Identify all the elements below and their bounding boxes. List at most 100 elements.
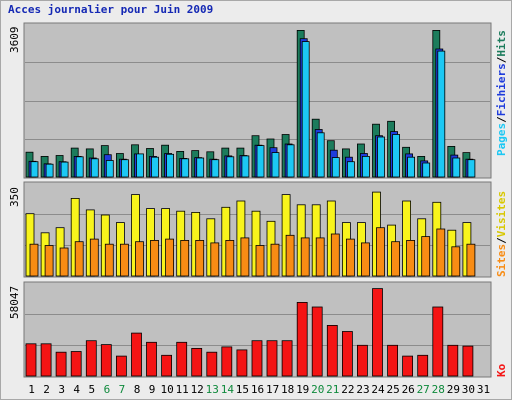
sites-bar-28	[436, 228, 446, 277]
sites-bar-29	[451, 246, 461, 277]
day-label-6: 6	[104, 383, 111, 396]
day-label-4: 4	[73, 383, 80, 396]
pages-bar-1	[30, 161, 39, 178]
pages-bar-6	[105, 160, 114, 178]
day-label-28: 28	[432, 383, 445, 396]
pages-bar-19	[301, 41, 310, 178]
chart-title: Acces journalier pour Juin 2009	[8, 3, 214, 16]
kb-max-label: 58047	[8, 286, 21, 319]
sites-bar-21	[330, 233, 340, 277]
pages-bar-15	[241, 155, 250, 178]
pages-bar-25	[392, 134, 401, 178]
sites-bar-30	[466, 243, 476, 277]
sites-bar-6	[104, 243, 114, 277]
day-label-18: 18	[281, 383, 294, 396]
day-label-14: 14	[221, 383, 235, 396]
kb-bar-26	[402, 355, 414, 377]
sites-bar-19	[300, 237, 310, 277]
kb-bar-5	[85, 340, 97, 377]
pages-bar-18	[286, 144, 295, 178]
hits-max-label: 3609	[8, 27, 21, 54]
pages-bar-27	[422, 162, 431, 178]
sites-bar-22	[345, 238, 355, 277]
kb-bar-12	[191, 347, 203, 377]
sites-bar-15	[240, 237, 250, 277]
visits-legend: Sites/Visites	[495, 191, 508, 277]
pages-bar-28	[437, 50, 446, 178]
kb-bar-19	[296, 301, 308, 377]
kb-bar-23	[356, 344, 368, 377]
sites-bar-7	[120, 243, 129, 277]
sites-bar-18	[285, 234, 295, 277]
day-label-7: 7	[119, 383, 126, 396]
day-label-22: 22	[341, 383, 354, 396]
kb-bar-16	[251, 340, 263, 377]
day-label-21: 21	[326, 383, 339, 396]
pages-bar-2	[45, 163, 54, 178]
legend-sep-2: /	[495, 56, 508, 63]
legend-pages: Pages	[495, 123, 508, 156]
kb-bar-20	[311, 306, 323, 377]
day-label-10: 10	[160, 383, 173, 396]
day-label-3: 3	[58, 383, 65, 396]
sites-bar-1	[29, 243, 39, 277]
kb-bar-22	[341, 331, 353, 377]
pages-bar-4	[75, 156, 84, 178]
day-label-24: 24	[371, 383, 385, 396]
legend-visits: Visites	[495, 191, 508, 237]
day-label-13: 13	[206, 383, 219, 396]
legend-kb: Ko	[495, 363, 508, 377]
kb-bar-4	[70, 351, 82, 377]
day-label-8: 8	[134, 383, 141, 396]
sites-bar-24	[376, 227, 385, 277]
legend-hits: Hits	[495, 30, 508, 57]
pages-bar-21	[331, 157, 340, 178]
pages-bar-5	[90, 158, 99, 178]
pages-bar-24	[377, 136, 385, 178]
pages-bar-23	[361, 155, 370, 178]
pages-bar-11	[181, 158, 190, 178]
sites-bar-14	[225, 239, 235, 277]
sites-bar-16	[255, 245, 265, 277]
kb-bar-8	[131, 332, 142, 377]
sites-bar-10	[165, 238, 175, 277]
pages-bar-7	[121, 159, 129, 178]
kb-bar-9	[146, 341, 157, 377]
sites-bar-17	[270, 243, 280, 277]
kb-bar-25	[387, 344, 399, 377]
day-label-15: 15	[236, 383, 249, 396]
sites-bar-2	[44, 245, 54, 277]
sites-bar-3	[59, 247, 69, 277]
pages-bar-17	[271, 152, 280, 178]
day-label-11: 11	[176, 383, 189, 396]
kb-bar-24	[372, 288, 383, 377]
day-label-19: 19	[296, 383, 309, 396]
kb-bar-21	[326, 324, 338, 377]
pages-bar-13	[211, 159, 220, 178]
kb-bar-3	[55, 351, 67, 377]
kb-bar-14	[221, 346, 233, 377]
day-label-23: 23	[356, 383, 369, 396]
kb-bar-18	[281, 340, 293, 377]
day-label-17: 17	[266, 383, 279, 396]
pages-bar-26	[407, 156, 416, 178]
pages-bar-20	[316, 132, 325, 178]
day-label-27: 27	[417, 383, 430, 396]
day-label-26: 26	[402, 383, 415, 396]
sites-bar-11	[180, 239, 190, 277]
day-label-31: 31	[477, 383, 490, 396]
pages-bar-8	[136, 153, 144, 178]
sites-bar-25	[391, 241, 401, 277]
pages-bar-9	[151, 156, 159, 178]
legend-files: Fichiers	[495, 63, 508, 116]
kb-bar-13	[206, 351, 218, 377]
kb-bar-10	[161, 354, 173, 377]
sites-bar-12	[195, 239, 205, 277]
kb-bar-1	[25, 343, 37, 377]
hits-legend: Pages/Fichiers/Hits	[495, 30, 508, 156]
day-label-25: 25	[386, 383, 399, 396]
day-label-29: 29	[447, 383, 460, 396]
sites-bar-8	[135, 241, 144, 277]
